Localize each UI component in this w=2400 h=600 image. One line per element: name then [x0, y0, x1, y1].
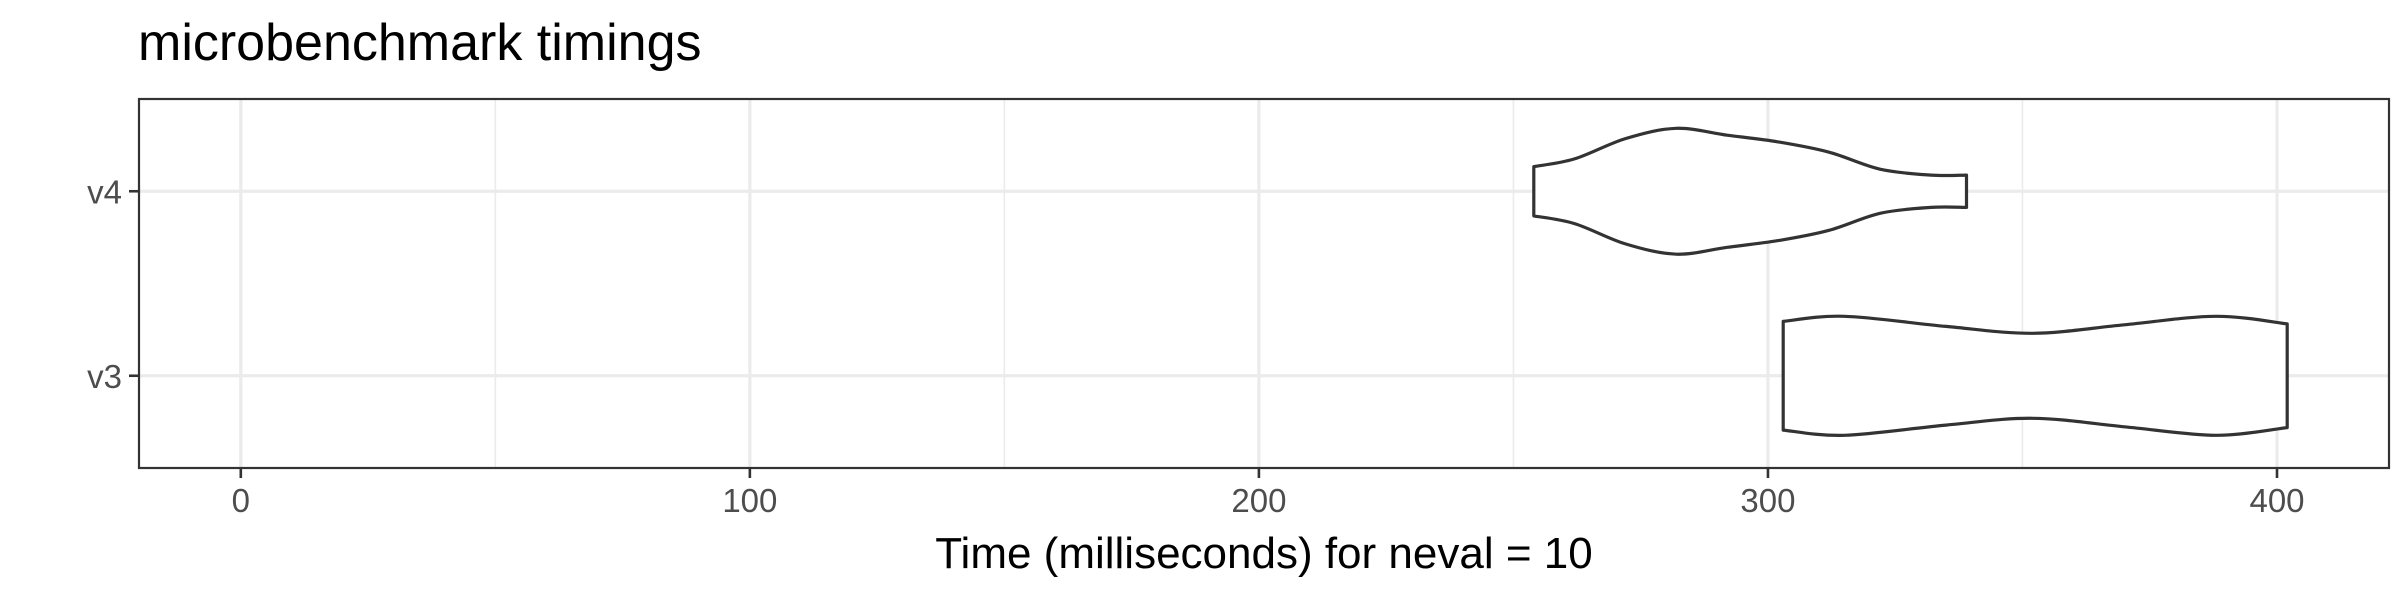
x-axis-title: Time (milliseconds) for neval = 10	[935, 529, 1592, 578]
x-tick-label: 300	[1740, 482, 1795, 519]
x-tick-label: 400	[2249, 482, 2304, 519]
x-tick-label: 0	[232, 482, 250, 519]
x-tick-label: 100	[722, 482, 777, 519]
violin-v4	[1532, 126, 1969, 256]
y-tick-label: v3	[87, 358, 122, 395]
chart-title: microbenchmark timings	[138, 14, 702, 72]
violin-group	[1532, 126, 2289, 437]
y-tick-label: v4	[87, 173, 122, 210]
violin-v3	[1781, 314, 2289, 437]
x-tick-label: 200	[1231, 482, 1286, 519]
axes: 0 100 200 300 400 v4 v3	[87, 173, 2304, 519]
plot-panel-border	[137, 97, 2391, 470]
